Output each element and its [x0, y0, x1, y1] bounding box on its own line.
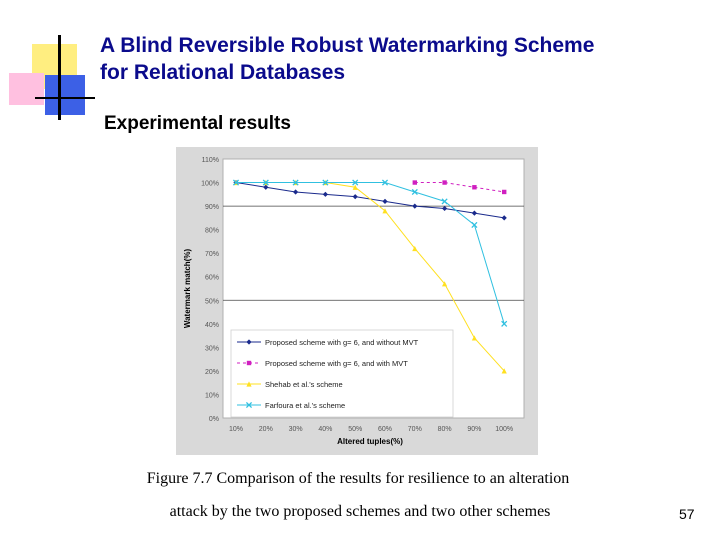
legend-box [230, 329, 454, 418]
x-tick-label: 10% [229, 426, 243, 433]
data-point-series-3 [471, 335, 477, 341]
figure-caption-line2: attack by the two proposed schemes and t… [169, 503, 551, 520]
x-tick-label: 30% [289, 426, 303, 433]
data-point-series-2 [442, 180, 447, 185]
y-tick-label: 10% [205, 392, 219, 399]
data-point-series-4 [322, 179, 329, 186]
data-point-series-1 [412, 203, 418, 209]
data-point-series-3 [382, 208, 388, 214]
data-point-series-4 [381, 179, 389, 186]
legend-marker-4 [245, 401, 253, 409]
data-point-series-1 [352, 194, 358, 200]
line-chart: 0% 10% 20% 30% 40% 50% 60% 70% 80% 90% 100% 110% 10%… [176, 147, 538, 455]
data-point-series-3 [501, 368, 507, 374]
legend-marker-1 [246, 339, 252, 345]
data-point-series-1 [382, 198, 388, 204]
data-point-series-4 [352, 179, 359, 186]
data-point-series-4 [411, 188, 418, 196]
x-tick-label: 90% [467, 426, 481, 433]
x-tick-label: 70% [408, 426, 422, 433]
x-axis-label: Altered tuples(%) [337, 437, 403, 446]
y-tick-label: 30% [205, 345, 219, 352]
legend-marker-3 [246, 381, 252, 387]
decor-pink-square [9, 73, 44, 105]
data-point-series-3 [442, 281, 448, 287]
y-tick-label: 0% [209, 416, 219, 423]
data-point-series-2 [472, 185, 477, 190]
data-point-series-4 [471, 221, 478, 228]
decor-horizontal-line [35, 97, 95, 99]
data-point-series-4 [441, 198, 448, 205]
y-tick-label: 40% [205, 322, 219, 329]
data-point-series-1 [501, 215, 507, 221]
data-point-series-4 [232, 179, 240, 186]
data-point-series-3 [412, 245, 418, 252]
y-tick-label: 20% [205, 369, 219, 376]
decor-vertical-line [58, 35, 61, 120]
data-point-series-2 [412, 180, 417, 185]
data-point-series-4 [292, 179, 299, 186]
x-tick-label: 100% [495, 426, 513, 433]
series-line-2 [414, 182, 505, 193]
decor-blue-square [45, 75, 85, 115]
data-point-series-1 [442, 205, 448, 212]
x-tick-label: 60% [378, 426, 392, 433]
legend-label-1: Proposed scheme with g= 6, and without M… [265, 338, 419, 347]
legend-label-2: Proposed scheme with g= 6, and with MVT [265, 359, 408, 368]
figure-caption-line1: Figure 7.7 Comparison of the results for… [146, 470, 570, 487]
data-point-series-1 [471, 210, 477, 216]
slide-title-line2: for Relational Databases [100, 61, 346, 84]
y-tick-label: 70% [205, 251, 219, 258]
legend-label-4: Farfoura et al.'s scheme [265, 401, 345, 410]
y-tick-label: 100% [201, 181, 219, 188]
slide-subtitle: Experimental results [104, 113, 291, 134]
y-tick-label: 90% [205, 204, 219, 211]
x-tick-label: 20% [259, 426, 273, 433]
y-tick-label: 60% [205, 275, 219, 282]
y-tick-label: 110% [202, 157, 219, 164]
data-point-series-2 [502, 189, 507, 195]
legend-label-3: Shehab et al.'s scheme [265, 380, 343, 389]
page-number: 57 [679, 506, 695, 522]
data-point-series-4 [262, 179, 269, 186]
slide-title-line1: A Blind Reversible Robust Watermarking S… [100, 34, 595, 57]
x-tick-label: 50% [348, 426, 362, 433]
chart-figure: 0% 10% 20% 30% 40% 50% 60% 70% 80% 90% 100% 110% 10%… [176, 147, 538, 455]
x-tick-label: 80% [438, 426, 452, 433]
data-point-series-3 [352, 184, 358, 190]
y-tick-label: 50% [205, 298, 219, 305]
legend-marker-2 [246, 360, 252, 366]
y-tick-label: 80% [205, 228, 219, 235]
slide-title: A Blind Reversible Robust Watermarking S… [100, 32, 710, 86]
x-tick-label: 40% [318, 426, 332, 433]
data-point-series-4 [501, 320, 508, 327]
data-point-series-1 [293, 189, 299, 195]
series-line-4 [236, 182, 505, 324]
y-axis-label: Watermark match(%) [183, 249, 192, 329]
